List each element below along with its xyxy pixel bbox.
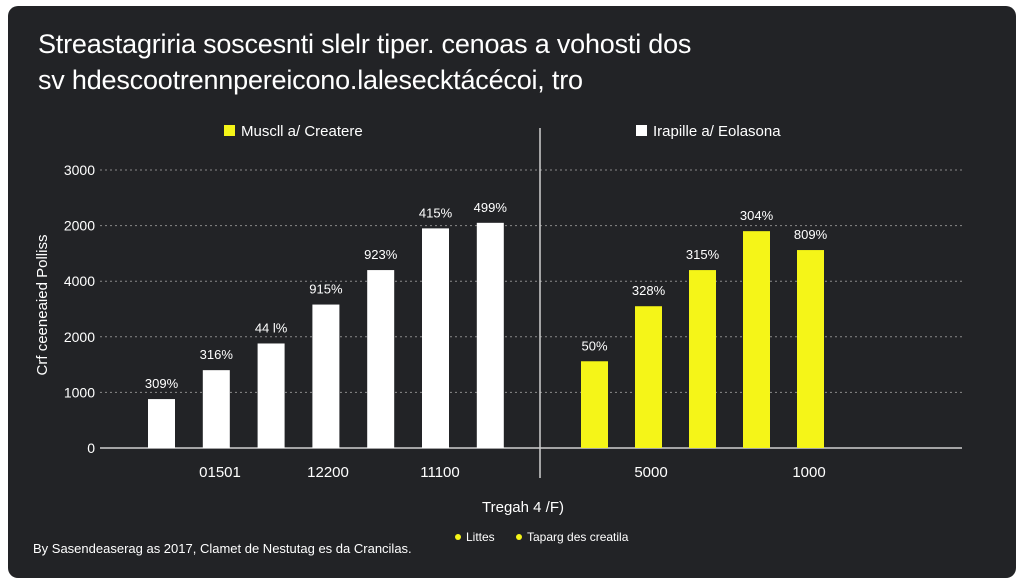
bar xyxy=(422,228,449,448)
bar-value-label: 304% xyxy=(740,208,774,223)
legend-dot xyxy=(455,534,461,540)
bar xyxy=(689,270,716,448)
bar xyxy=(797,250,824,448)
bar xyxy=(257,343,285,448)
chart-title-line-2: sv hdescootrennpereicono.lalesecktácécoi… xyxy=(38,65,583,95)
bar xyxy=(743,231,770,448)
y-tick-label: 3000 xyxy=(64,162,95,178)
bar xyxy=(148,399,175,448)
legend-swatch xyxy=(224,125,235,136)
y-tick-label: 2000 xyxy=(64,329,95,345)
bar-value-label: 499% xyxy=(474,200,508,215)
legend-dot xyxy=(516,534,522,540)
chart-title: Streastagriria soscesnti slelr tiper. ce… xyxy=(38,26,998,98)
y-axis-label: Crf ceeneaied Polliss xyxy=(34,235,51,376)
legend-swatch xyxy=(636,125,647,136)
bar-value-label: 923% xyxy=(364,247,398,262)
bar xyxy=(581,361,608,448)
x-tick-label: 11100 xyxy=(420,464,460,481)
legend-label: Irapille a/ Eolasona xyxy=(653,123,781,140)
bar-value-label: 315% xyxy=(686,247,720,262)
chart-card: Streastagriria soscesnti slelr tiper. ce… xyxy=(8,6,1016,578)
x-tick-label: 12200 xyxy=(307,464,349,481)
chart-title-line-1: Streastagriria soscesnti slelr tiper. ce… xyxy=(38,29,692,59)
bar xyxy=(367,270,395,448)
legend-label: Taparg des creatila xyxy=(527,530,629,544)
x-tick-label: 1000 xyxy=(792,464,825,481)
bar-value-label: 316% xyxy=(200,347,234,362)
bar-value-label: 415% xyxy=(419,205,453,220)
bar-value-label: 44 l% xyxy=(255,320,288,335)
bar-value-label: 309% xyxy=(145,376,179,391)
bar xyxy=(635,306,662,448)
legend-label: Littes xyxy=(466,530,495,544)
x-tick-label: 5000 xyxy=(634,464,667,481)
y-tick-label: 1000 xyxy=(64,384,95,400)
bar xyxy=(476,222,504,448)
bar-value-label: 50% xyxy=(581,338,607,353)
y-tick-label: 4000 xyxy=(64,273,95,289)
bar-value-label: 328% xyxy=(632,283,666,298)
bar-value-label: 915% xyxy=(309,282,343,297)
legend-label: Muscll a/ Createre xyxy=(241,123,363,140)
y-tick-label: 0 xyxy=(87,440,95,456)
x-axis-label: Tregah 4 /F) xyxy=(482,499,564,516)
y-tick-label: 2000 xyxy=(64,218,95,234)
bar xyxy=(202,370,230,448)
chart-footnote: By Sasendeaserag as 2017, Clamet de Nest… xyxy=(33,541,412,556)
bar-value-label: 809% xyxy=(794,227,828,242)
x-tick-label: 01501 xyxy=(199,464,241,481)
bar xyxy=(312,304,340,448)
